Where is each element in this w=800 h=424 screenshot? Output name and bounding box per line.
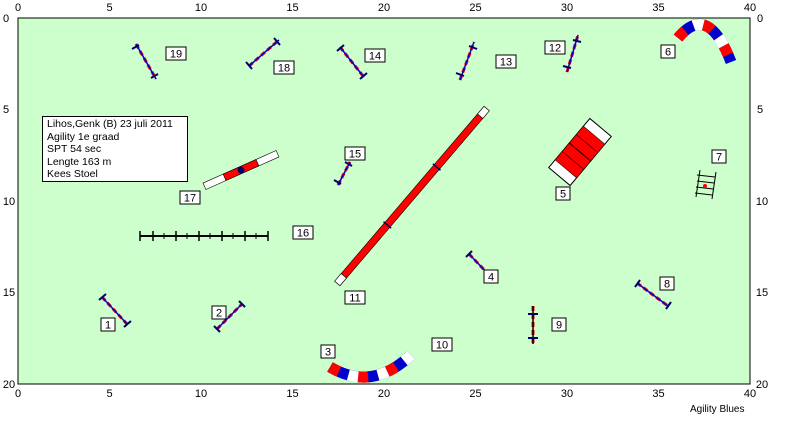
svg-text:16: 16 [297, 228, 309, 240]
label-6: 6 [660, 44, 676, 59]
label-8: 8 [659, 276, 675, 291]
x-tick-25-bottom: 25 [469, 388, 481, 400]
label-19: 19 [165, 46, 187, 61]
y-axis-right: 0 5 10 15 20 [756, 13, 768, 391]
x-tick-20-bottom: 20 [378, 388, 390, 400]
label-10: 10 [431, 337, 453, 352]
label-4: 4 [483, 269, 499, 284]
x-tick-0-top: 0 [15, 2, 21, 14]
svg-text:1: 1 [105, 320, 111, 332]
x-tick-15-top: 15 [286, 2, 298, 14]
info-event: Lihos,Genk (B) 23 juli 2011 [47, 118, 173, 130]
svg-text:5: 5 [560, 189, 566, 201]
label-5: 5 [555, 186, 571, 201]
svg-text:2: 2 [216, 308, 222, 320]
y-tick-10-right: 10 [756, 196, 768, 208]
y-tick-5-left: 5 [3, 104, 9, 116]
field-area [17, 17, 751, 385]
svg-text:4: 4 [488, 272, 494, 284]
hurdle-1 [98, 293, 132, 328]
hurdle-14 [336, 44, 368, 80]
y-tick-10-left: 10 [3, 196, 15, 208]
x-tick-25-top: 25 [469, 2, 481, 14]
label-11: 11 [344, 290, 366, 305]
label-1: 1 [100, 317, 116, 332]
info-spt: SPT 54 sec [47, 143, 102, 156]
x-axis-top: 0 5 10 15 20 25 30 35 40 [15, 2, 756, 14]
info-judge: Kees Stoel [47, 168, 98, 181]
label-7: 7 [711, 149, 727, 164]
x-tick-10-bottom: 10 [195, 388, 207, 400]
label-9: 9 [551, 317, 567, 332]
x-tick-5-bottom: 5 [106, 388, 112, 400]
y-tick-15-right: 15 [756, 287, 768, 299]
y-tick-0-left: 0 [3, 13, 9, 25]
x-tick-0-bottom: 0 [15, 388, 21, 400]
y-tick-20-left: 20 [3, 379, 15, 391]
svg-text:11: 11 [349, 293, 360, 305]
tire-7 [694, 169, 717, 200]
x-tick-35-bottom: 35 [652, 388, 664, 400]
tunnel-6 [673, 19, 737, 65]
label-16: 16 [292, 225, 314, 240]
x-tick-40-top: 40 [744, 2, 756, 14]
svg-text:8: 8 [664, 279, 670, 291]
hurdle-15 [333, 161, 353, 186]
credit-text: Agility Blues [690, 404, 745, 415]
label-12: 12 [544, 40, 566, 55]
x-tick-10-top: 10 [195, 2, 207, 14]
svg-text:19: 19 [170, 49, 182, 61]
svg-text:15: 15 [349, 149, 361, 161]
a-frame-5 [548, 117, 612, 187]
hurdle-8 [634, 279, 672, 310]
hurdle-12 [562, 34, 582, 73]
svg-text:3: 3 [325, 347, 331, 359]
hurdle-9 [528, 306, 538, 344]
seesaw-17 [202, 150, 280, 190]
x-tick-20-top: 20 [378, 2, 390, 14]
hurdle-18 [245, 37, 281, 70]
svg-text:18: 18 [278, 63, 290, 75]
label-15: 15 [344, 146, 366, 161]
label-17: 17 [179, 190, 201, 205]
svg-text:9: 9 [556, 320, 562, 332]
info-class: Agility 1e graad [47, 130, 120, 143]
x-axis-bottom: 0 5 10 15 20 25 30 35 40 [15, 388, 756, 400]
svg-text:12: 12 [549, 43, 561, 55]
weave-poles-16 [139, 231, 269, 241]
x-tick-15-bottom: 15 [286, 388, 298, 400]
info-length: Lengte 163 m [47, 155, 112, 168]
y-tick-0-right: 0 [757, 13, 763, 25]
x-tick-30-bottom: 30 [561, 388, 573, 400]
svg-text:17: 17 [184, 193, 196, 205]
label-18: 18 [273, 60, 295, 75]
x-tick-5-top: 5 [106, 2, 112, 14]
hurdle-13 [455, 41, 478, 81]
y-tick-20-right: 20 [756, 379, 768, 391]
x-tick-40-bottom: 40 [744, 388, 756, 400]
y-axis-left: 0 5 10 15 20 [3, 13, 15, 391]
svg-text:10: 10 [436, 340, 448, 352]
course-info-box: Lihos,Genk (B) 23 juli 2011 Agility 1e g… [42, 116, 188, 182]
svg-text:6: 6 [665, 47, 671, 59]
label-14: 14 [364, 48, 386, 63]
label-3: 3 [320, 344, 336, 359]
dog-walk-11 [334, 105, 490, 287]
x-tick-35-top: 35 [652, 2, 664, 14]
svg-text:13: 13 [500, 57, 512, 69]
hurdle-19 [131, 43, 159, 80]
y-tick-15-left: 15 [3, 287, 15, 299]
label-13: 13 [495, 54, 517, 69]
hurdle-2 [213, 300, 246, 333]
tunnel-3 [327, 350, 415, 383]
label-2: 2 [211, 305, 227, 320]
svg-text:7: 7 [716, 152, 722, 164]
y-tick-5-right: 5 [757, 104, 763, 116]
x-tick-30-top: 30 [561, 2, 573, 14]
svg-text:14: 14 [369, 51, 381, 63]
